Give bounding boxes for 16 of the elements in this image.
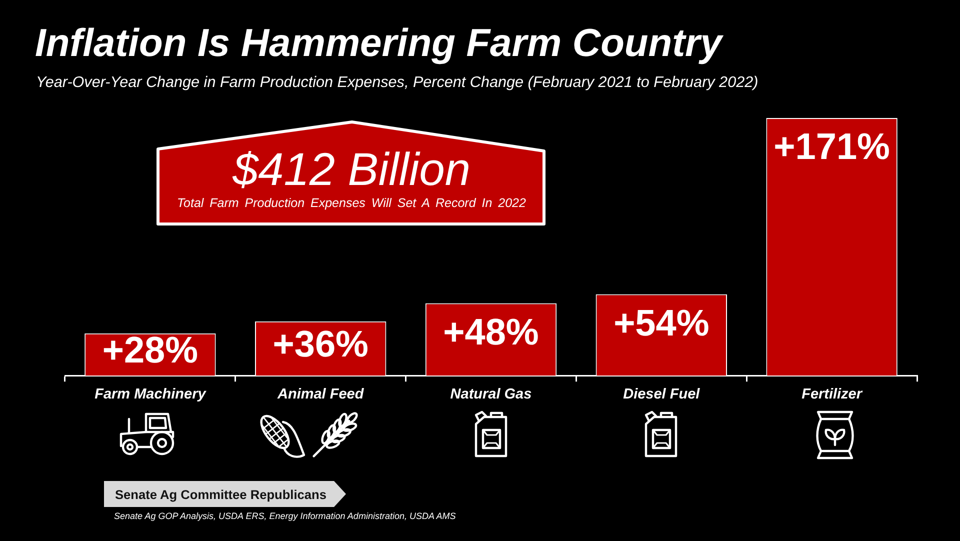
x-tick-label: Farm Machinery (94, 386, 207, 402)
data-label: +36% (272, 324, 368, 365)
text: Senate Ag Committee Republicans (115, 487, 326, 502)
annotation: Total Farm Production Expenses Will Set A Record In 2022 (176, 196, 527, 211)
x-tick-label: Natural Gas (450, 386, 532, 402)
data-label: +48% (443, 311, 539, 352)
text: Senate Ag GOP Analysis, USDA ERS, Energy Information Administration, USDA AMS (114, 510, 456, 522)
chart-title: Inflation Is Hammering Farm Country (35, 21, 722, 67)
data-label: +54% (614, 302, 710, 344)
x-tick-label: Fertilizer (802, 386, 864, 402)
data-label: +28% (102, 330, 198, 371)
x-tick-label: Diesel Fuel (623, 386, 701, 402)
x-tick-label: Animal Feed (276, 386, 365, 402)
chart-subtitle: Year-Over-Year Change in Farm Production Expenses, Percent Change (February 2021 to February 2022) (36, 74, 758, 92)
annotation: $412 Billion (231, 142, 472, 196)
data-label: +171% (774, 126, 890, 168)
